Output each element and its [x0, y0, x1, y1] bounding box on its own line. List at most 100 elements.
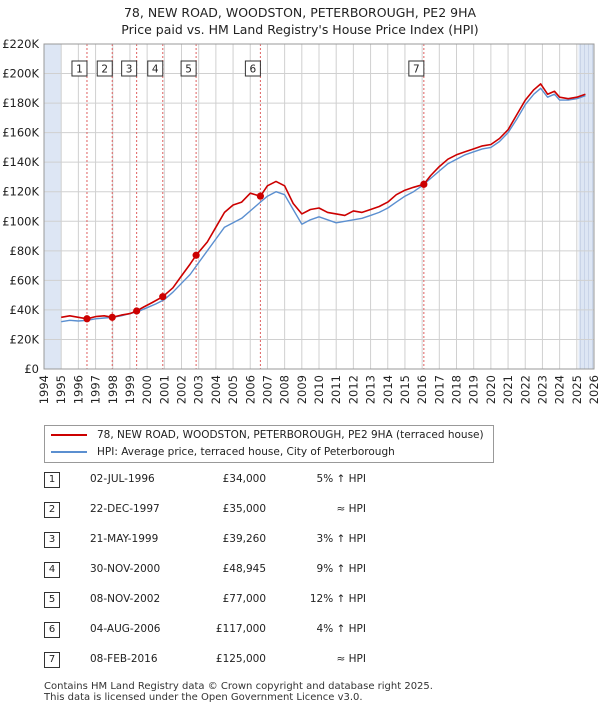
row-hpi: 4% ↑ HPI [316, 623, 366, 635]
x-tick-label: 2009 [295, 375, 309, 404]
row-price: £117,000 [215, 623, 266, 635]
sale-point [159, 293, 167, 301]
hpi-line [61, 87, 586, 323]
sale-number-label: 1 [76, 64, 83, 76]
sale-point [420, 180, 428, 188]
row-price: £48,945 [222, 563, 266, 575]
title-line-1: 78, NEW ROAD, WOODSTON, PETERBOROUGH, PE… [123, 5, 477, 20]
y-tick-label: £40K [10, 303, 40, 317]
row-date: 30-NOV-2000 [90, 563, 161, 575]
sale-number-box [244, 60, 261, 77]
plot-frame [43, 43, 595, 370]
shaded-range [44, 44, 62, 369]
y-tick-label: £80K [10, 244, 40, 258]
sale-number-label: 2 [101, 64, 108, 76]
x-tick-label: 2004 [209, 375, 223, 404]
gridlines [43, 43, 595, 370]
sale-point [192, 251, 200, 259]
sale-point [133, 307, 141, 315]
x-tick-label: 2003 [192, 375, 206, 404]
row-date: 08-NOV-2002 [90, 593, 161, 605]
row-date: 22-DEC-1997 [90, 503, 160, 515]
x-tick-label: 1995 [54, 375, 68, 404]
row-number: 1 [44, 472, 60, 488]
row-hpi: ≈ HPI [336, 653, 366, 665]
table-row: 4 30-NOV-2000 £48,945 9% ↑ HPI [44, 560, 444, 580]
y-tick-label: £120K [2, 185, 39, 199]
table-row: 3 21-MAY-1999 £39,260 3% ↑ HPI [44, 530, 444, 550]
table-row: 5 08-NOV-2002 £77,000 12% ↑ HPI [44, 590, 444, 610]
y-tick-label: £60K [10, 273, 40, 287]
axes: £0 £20K £40K £60K £80K £100K £120K £140K £160K £1… [2, 37, 600, 404]
y-tick-label: £140K [2, 155, 39, 169]
series-lines [61, 83, 586, 323]
x-tick-label: 2024 [553, 375, 567, 404]
x-tick-label: 1996 [71, 375, 85, 404]
row-number: 4 [44, 562, 60, 578]
sale-point [108, 313, 116, 321]
row-hpi: 3% ↑ HPI [316, 533, 366, 545]
legend-swatch-property [51, 434, 87, 436]
x-tick-label: 1999 [123, 375, 137, 404]
sale-number-box [96, 60, 113, 77]
row-number: 2 [44, 502, 60, 518]
row-price: £34,000 [222, 473, 266, 485]
price-chart: 1 2 3 4 5 6 7 £0 £20K £40K £60K £80K £100K £120K £140… [2, 37, 600, 404]
chart-title: 78, NEW ROAD, WOODSTON, PETERBOROUGH, PE… [0, 4, 600, 38]
x-tick-label: 2012 [346, 375, 360, 404]
shaded-range [578, 44, 594, 369]
legend-label-hpi: HPI: Average price, terraced house, City… [97, 446, 395, 458]
sale-number-box [408, 60, 425, 77]
legend-swatch-hpi [51, 451, 87, 453]
x-tick-label: 2008 [278, 375, 292, 404]
footer: Contains HM Land Registry data © Crown c… [44, 681, 433, 703]
x-tick-label: 2007 [260, 375, 274, 404]
x-tick-label: 2015 [398, 375, 412, 404]
x-tick-label: 2011 [329, 375, 343, 404]
legend-label-property: 78, NEW ROAD, WOODSTON, PETERBOROUGH, PE… [97, 429, 484, 441]
sale-number-label: 4 [152, 64, 159, 76]
y-tick-label: £180K [2, 96, 39, 110]
sale-number-box [180, 60, 197, 77]
footer-line-1: Contains HM Land Registry data © Crown c… [44, 681, 433, 692]
x-tick-label: 2017 [432, 375, 446, 404]
x-tick-label: 2023 [535, 375, 549, 404]
sale-number-box [147, 60, 164, 77]
x-tick-label: 2026 [587, 375, 600, 404]
x-tick-label: 1997 [89, 375, 103, 404]
y-tick-label: £200K [2, 67, 39, 81]
table-row: 2 22-DEC-1997 £35,000 ≈ HPI [44, 500, 444, 520]
y-tick-label: £0 [24, 362, 39, 376]
x-tick-label: 2014 [381, 375, 395, 404]
legend-entry-hpi: HPI: Average price, terraced house, City… [51, 444, 395, 460]
x-tick-label: 2022 [518, 375, 532, 404]
sale-points [83, 180, 428, 323]
row-hpi: ≈ HPI [336, 503, 366, 515]
x-tick-label: 2010 [312, 375, 326, 404]
row-date: 02-JUL-1996 [90, 473, 155, 485]
row-number: 6 [44, 622, 60, 638]
row-number: 7 [44, 652, 60, 668]
x-tick-label: 2016 [415, 375, 429, 404]
y-tick-label: £100K [2, 214, 39, 228]
row-hpi: 9% ↑ HPI [316, 563, 366, 575]
table-row: 6 04-AUG-2006 £117,000 4% ↑ HPI [44, 620, 444, 640]
title-line-2: Price paid vs. HM Land Registry's House … [121, 22, 479, 37]
row-price: £35,000 [222, 503, 266, 515]
sale-point [256, 192, 264, 200]
row-price: £125,000 [215, 653, 266, 665]
row-number: 3 [44, 532, 60, 548]
row-date: 21-MAY-1999 [90, 533, 159, 545]
row-price: £77,000 [222, 593, 266, 605]
property-price-line [61, 83, 586, 320]
sale-number-boxes: 1 2 3 4 5 6 7 [71, 60, 425, 77]
y-tick-label: £160K [2, 126, 39, 140]
y-tick-label: £20K [10, 332, 40, 346]
x-tick-label: 1998 [106, 375, 120, 404]
row-hpi: 12% ↑ HPI [309, 593, 366, 605]
x-tick-label: 2006 [243, 375, 257, 404]
sale-number-box [121, 60, 138, 77]
x-tick-label: 2018 [450, 375, 464, 404]
x-tick-label: 2025 [570, 375, 584, 404]
footer-line-2: This data is licensed under the Open Gov… [44, 692, 363, 703]
